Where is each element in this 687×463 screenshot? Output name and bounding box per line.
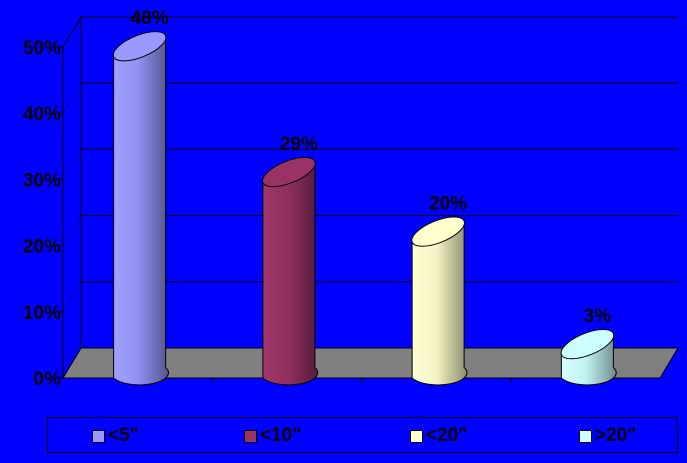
data-label-3: 20% [429, 194, 467, 215]
side-wall [62, 15, 82, 380]
bar-top-1 [112, 31, 167, 62]
y-tick-label: 40% [23, 104, 61, 125]
legend-item-2: <10" [244, 425, 302, 446]
y-tick-label: 0% [34, 369, 62, 390]
legend-swatch-1 [92, 429, 105, 443]
bar-1 [113, 34, 169, 386]
legend-swatch-4 [579, 429, 592, 443]
chart-legend: <5" <10" <20" >20" [47, 417, 678, 453]
bar-3 [411, 220, 468, 386]
data-label-2: 29% [280, 134, 318, 155]
legend-item-4: >20" [579, 425, 637, 446]
legend-label-2: <10" [260, 425, 302, 446]
y-tick-label: 30% [23, 170, 61, 191]
data-label-4: 3% [584, 306, 612, 327]
bar-top-2 [262, 156, 316, 188]
legend-item-3: <20" [410, 425, 468, 446]
y-tick-label: 50% [23, 38, 61, 59]
bar-2 [262, 160, 319, 386]
y-tick-label: 10% [23, 303, 61, 324]
bar-top-3 [411, 216, 465, 247]
data-label-1: 48% [131, 8, 169, 29]
legend-swatch-3 [410, 429, 423, 443]
bar-top-4 [560, 329, 615, 360]
legend-label-1: <5" [108, 425, 139, 446]
legend-swatch-2 [244, 429, 257, 443]
legend-item-1: <5" [92, 425, 139, 446]
legend-label-4: >20" [595, 425, 637, 446]
legend-label-3: <20" [426, 425, 468, 446]
y-tick-label: 20% [23, 237, 61, 258]
